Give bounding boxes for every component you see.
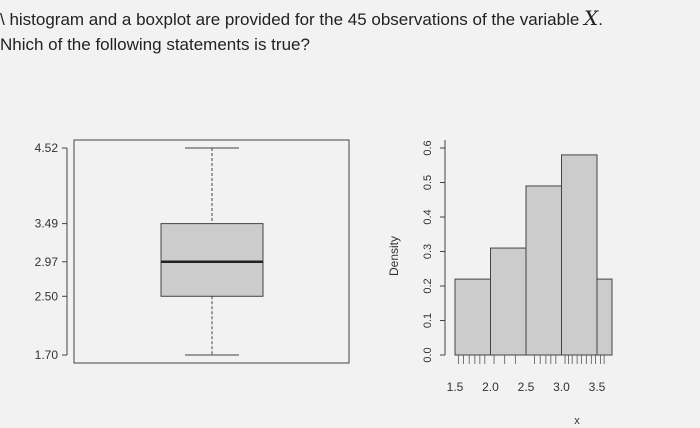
histogram-y-tick-label: 0.5 — [422, 175, 434, 190]
boxplot-box — [160, 223, 264, 297]
variable-symbol: X — [584, 6, 599, 30]
histogram-y-tick-label: 0.0 — [422, 347, 434, 362]
histogram-x-tick-label: 2.0 — [482, 380, 499, 394]
histogram-bar — [525, 185, 562, 356]
boxplot-tick-label: 1.70 — [35, 348, 59, 362]
histogram-x-tick-label: 2.5 — [518, 380, 535, 394]
histogram-y-tick-label: 0.2 — [422, 278, 434, 293]
boxplot-tick-label: 4.52 — [35, 141, 59, 155]
histogram-x-tick-label: 3.5 — [589, 380, 606, 394]
histogram-bar — [490, 247, 527, 356]
histogram-x-axis-title: x — [574, 415, 580, 427]
histogram-x-tick-label: 3.0 — [553, 380, 570, 394]
histogram-y-tick-label: 0.3 — [422, 244, 434, 259]
histogram-y-tick-label: 0.4 — [422, 209, 434, 224]
histogram-bar — [454, 278, 491, 356]
histogram-y-tick-label: 0.1 — [422, 313, 434, 328]
question-line-1: \ histogram and a boxplot are provided f… — [0, 6, 700, 32]
boxplot-tick-label: 2.97 — [35, 255, 59, 269]
histogram-x-tick-label: 1.5 — [447, 380, 464, 394]
histogram-bar — [596, 278, 613, 356]
question-text: \ histogram and a boxplot are provided f… — [0, 6, 700, 57]
histogram-y-axis-title: Density — [387, 236, 401, 276]
histogram-bar — [561, 154, 598, 356]
boxplot-frame — [73, 139, 350, 364]
question-line-1-suffix: . — [598, 10, 604, 29]
boxplot-tick-label: 2.50 — [35, 289, 59, 303]
question-line-1-prefix: \ histogram and a boxplot are provided f… — [0, 10, 585, 29]
question-line-2: Nhich of the following statements is tru… — [0, 35, 310, 54]
boxplot-tick-label: 3.49 — [35, 217, 59, 231]
histogram-y-tick-label: 0.6 — [422, 140, 434, 155]
